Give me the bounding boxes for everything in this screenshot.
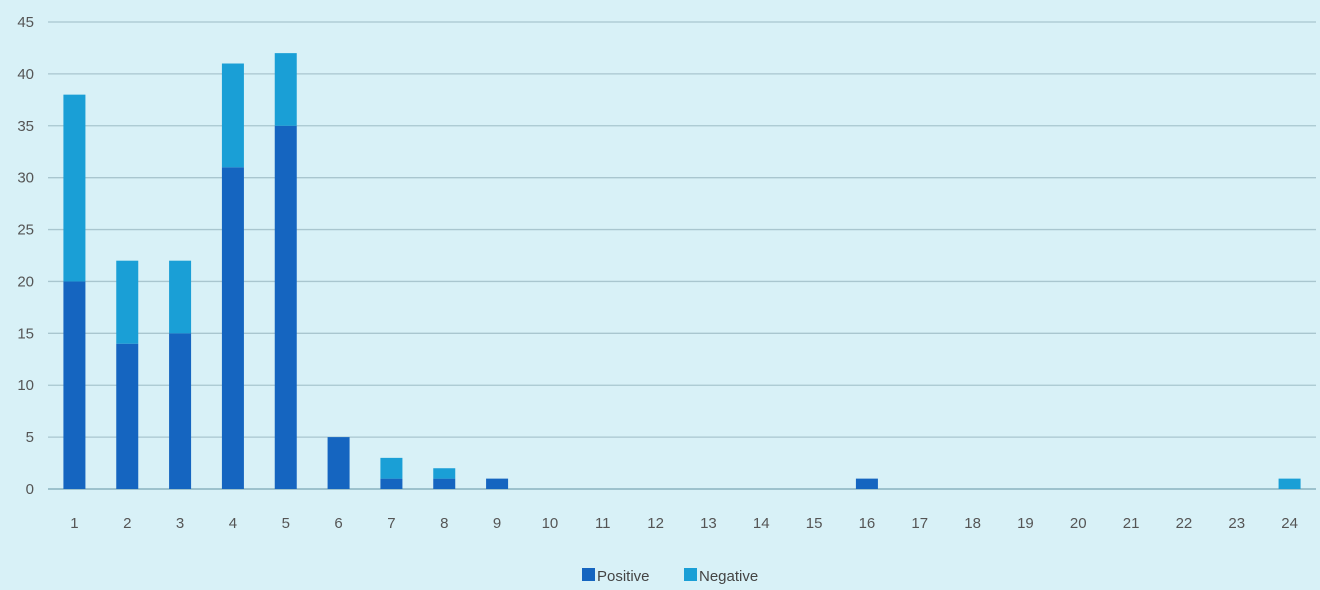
x-tick-label: 14 — [753, 515, 770, 532]
legend-label: Positive — [597, 568, 650, 585]
legend-label: Negative — [699, 568, 758, 585]
legend-item-positive: Positive — [582, 568, 650, 585]
bar-positive-1 — [63, 281, 86, 489]
y-tick-label: 40 — [17, 66, 34, 83]
bar-positive-16 — [855, 478, 878, 489]
bar-negative-4 — [221, 63, 244, 168]
legend-item-negative: Negative — [684, 568, 758, 585]
bar-negative-3 — [169, 260, 192, 334]
x-tick-label: 23 — [1228, 515, 1245, 532]
bar-negative-1 — [63, 94, 86, 282]
x-tick-label: 8 — [440, 515, 448, 532]
x-tick-label: 20 — [1070, 515, 1087, 532]
bar-positive-2 — [116, 343, 139, 489]
x-tick-label: 3 — [176, 515, 184, 532]
y-tick-label: 30 — [17, 170, 34, 187]
bar-positive-9 — [486, 478, 509, 489]
legend-swatch — [582, 568, 595, 581]
bars — [63, 53, 1301, 490]
y-tick-label: 0 — [26, 481, 34, 498]
x-tick-label: 7 — [387, 515, 395, 532]
y-tick-label: 20 — [17, 273, 34, 290]
bar-negative-5 — [274, 53, 297, 126]
x-tick-label: 5 — [282, 515, 290, 532]
bar-negative-24 — [1278, 478, 1301, 489]
x-axis-ticks: 1 2 3 4 5 6 7 8 9 10 11 12 13 14 15 16 17 18 19 20 21 22 23 24 — [70, 515, 1298, 532]
x-tick-label: 17 — [911, 515, 928, 532]
bar-negative-7 — [380, 457, 403, 479]
bar-positive-8 — [433, 478, 456, 489]
x-tick-label: 11 — [595, 515, 611, 532]
x-tick-label: 19 — [1017, 515, 1034, 532]
x-tick-label: 21 — [1123, 515, 1140, 532]
x-tick-label: 24 — [1281, 515, 1298, 532]
bar-positive-6 — [327, 437, 350, 489]
x-tick-label: 9 — [493, 515, 501, 532]
x-tick-label: 4 — [229, 515, 237, 532]
legend-swatch — [684, 568, 697, 581]
x-tick-label: 6 — [334, 515, 342, 532]
bar-negative-2 — [116, 260, 139, 344]
legend: Positive Negative — [582, 568, 758, 585]
bar-positive-5 — [274, 125, 297, 490]
x-tick-label: 13 — [700, 515, 717, 532]
x-tick-label: 15 — [806, 515, 823, 532]
bar-positive-7 — [380, 478, 403, 489]
y-tick-label: 10 — [17, 377, 34, 394]
y-axis-ticks: 0 5 10 15 20 25 30 35 40 45 — [17, 14, 34, 498]
x-tick-label: 2 — [123, 515, 131, 532]
gridlines — [48, 21, 1316, 490]
bar-positive-4 — [221, 167, 244, 490]
y-tick-label: 45 — [17, 14, 34, 31]
bar-negative-8 — [433, 468, 456, 479]
y-tick-label: 15 — [17, 325, 34, 342]
x-tick-label: 12 — [647, 515, 664, 532]
x-tick-label: 18 — [964, 515, 981, 532]
bar-positive-3 — [169, 333, 192, 489]
y-tick-label: 25 — [17, 222, 34, 239]
x-tick-label: 10 — [542, 515, 559, 532]
x-tick-label: 1 — [70, 515, 78, 532]
x-tick-label: 22 — [1176, 515, 1193, 532]
y-tick-label: 35 — [17, 118, 34, 135]
x-tick-label: 16 — [859, 515, 876, 532]
y-tick-label: 5 — [26, 429, 34, 446]
